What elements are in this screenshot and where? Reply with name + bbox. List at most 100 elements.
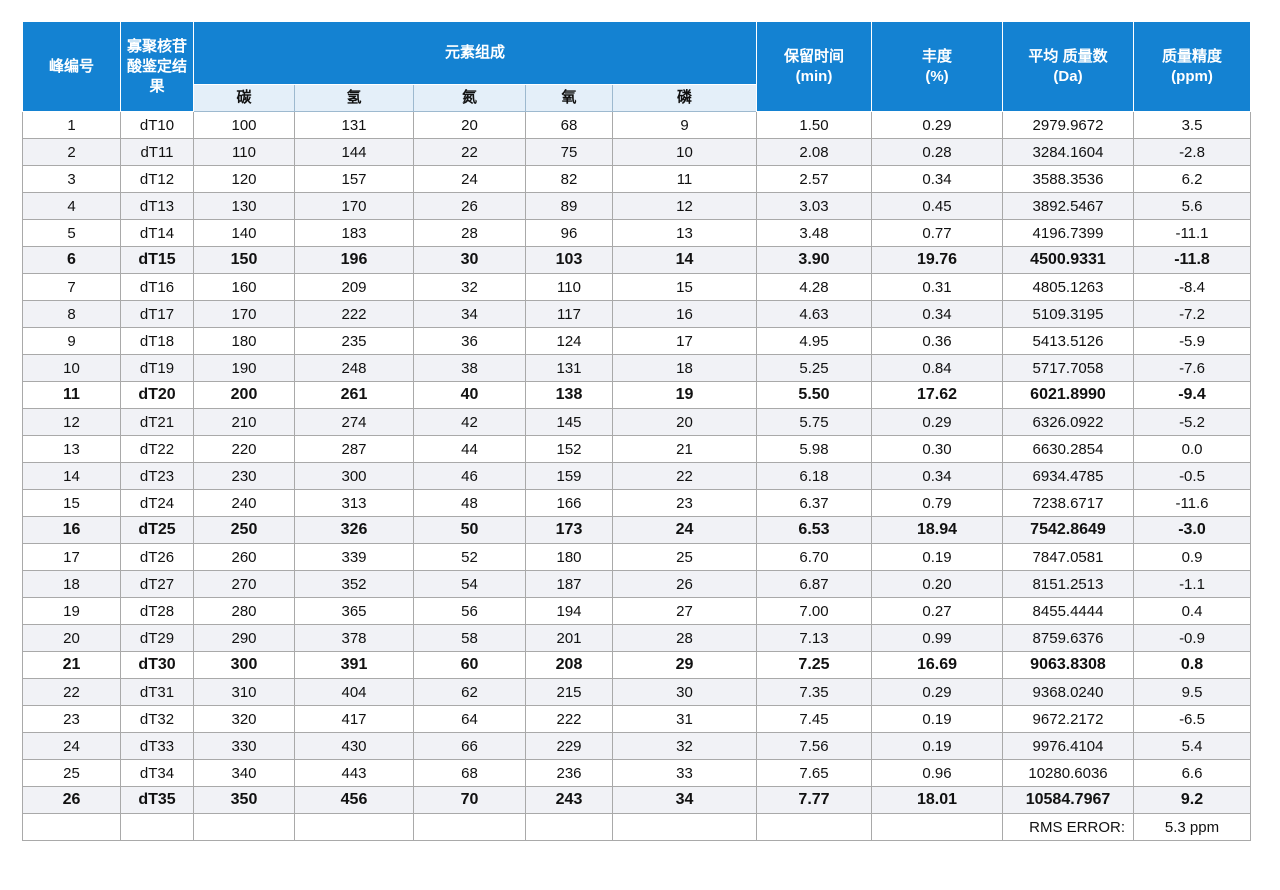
cell-abundance: 0.28 <box>871 138 1003 166</box>
cell-hydrogen: 131 <box>294 111 414 139</box>
cell-hydrogen: 222 <box>294 300 414 328</box>
cell-oligo-id: dT15 <box>120 246 194 274</box>
cell-carbon: 280 <box>193 597 295 625</box>
empty-cell <box>756 813 872 841</box>
cell-retention-time: 7.77 <box>756 786 872 814</box>
cell-carbon: 170 <box>193 300 295 328</box>
cell-average-mass: 6021.8990 <box>1002 381 1134 409</box>
cell-average-mass: 5109.3195 <box>1002 300 1134 328</box>
cell-oligo-id: dT27 <box>120 570 194 598</box>
cell-peak-number: 18 <box>22 570 121 598</box>
cell-phosphorus: 11 <box>612 165 757 193</box>
cell-hydrogen: 430 <box>294 732 414 760</box>
cell-mass-accuracy: 0.4 <box>1133 597 1251 625</box>
cell-peak-number: 11 <box>22 381 121 409</box>
cell-retention-time: 7.35 <box>756 678 872 706</box>
cell-average-mass: 9976.4104 <box>1002 732 1134 760</box>
cell-oligo-id: dT35 <box>120 786 194 814</box>
cell-mass-accuracy: 0.9 <box>1133 543 1251 571</box>
cell-carbon: 340 <box>193 759 295 787</box>
cell-oligo-id: dT28 <box>120 597 194 625</box>
cell-abundance: 18.01 <box>871 786 1003 814</box>
cell-average-mass: 5717.7058 <box>1002 354 1134 382</box>
cell-abundance: 0.36 <box>871 327 1003 355</box>
cell-abundance: 0.84 <box>871 354 1003 382</box>
cell-abundance: 0.45 <box>871 192 1003 220</box>
cell-nitrogen: 68 <box>413 759 526 787</box>
cell-oxygen: 96 <box>525 219 613 247</box>
cell-carbon: 260 <box>193 543 295 571</box>
cell-phosphorus: 33 <box>612 759 757 787</box>
results-table-container: 峰编号 寡聚核苷酸鉴定结果 元素组成 保留时间 (min) 丰度 (%) 平均 … <box>22 21 1251 841</box>
cell-oligo-id: dT22 <box>120 435 194 463</box>
cell-average-mass: 7847.0581 <box>1002 543 1134 571</box>
cell-average-mass: 4500.9331 <box>1002 246 1134 274</box>
cell-retention-time: 2.57 <box>756 165 872 193</box>
cell-retention-time: 7.25 <box>756 651 872 679</box>
cell-carbon: 180 <box>193 327 295 355</box>
rms-error-row: RMS ERROR: 5.3 ppm <box>22 813 1251 841</box>
cell-carbon: 200 <box>193 381 295 409</box>
cell-hydrogen: 378 <box>294 624 414 652</box>
cell-retention-time: 6.70 <box>756 543 872 571</box>
cell-oxygen: 180 <box>525 543 613 571</box>
cell-nitrogen: 32 <box>413 273 526 301</box>
cell-carbon: 350 <box>193 786 295 814</box>
cell-peak-number: 5 <box>22 219 121 247</box>
cell-mass-accuracy: -5.9 <box>1133 327 1251 355</box>
cell-retention-time: 5.98 <box>756 435 872 463</box>
cell-oxygen: 201 <box>525 624 613 652</box>
cell-retention-time: 3.90 <box>756 246 872 274</box>
cell-carbon: 140 <box>193 219 295 247</box>
cell-mass-accuracy: -11.6 <box>1133 489 1251 517</box>
table-row: 26 dT35 350 456 70 243 34 7.77 18.01 10584.7967 9.… <box>22 786 1251 814</box>
cell-oxygen: 117 <box>525 300 613 328</box>
cell-retention-time: 7.00 <box>756 597 872 625</box>
cell-carbon: 290 <box>193 624 295 652</box>
cell-oligo-id: dT30 <box>120 651 194 679</box>
cell-oligo-id: dT10 <box>120 111 194 139</box>
cell-hydrogen: 157 <box>294 165 414 193</box>
cell-mass-accuracy: 9.2 <box>1133 786 1251 814</box>
cell-mass-accuracy: -7.6 <box>1133 354 1251 382</box>
cell-retention-time: 5.75 <box>756 408 872 436</box>
cell-nitrogen: 58 <box>413 624 526 652</box>
empty-cell <box>612 813 757 841</box>
cell-oxygen: 138 <box>525 381 613 409</box>
cell-nitrogen: 52 <box>413 543 526 571</box>
cell-oligo-id: dT23 <box>120 462 194 490</box>
cell-abundance: 0.34 <box>871 300 1003 328</box>
oligonucleotide-results-table: 峰编号 寡聚核苷酸鉴定结果 元素组成 保留时间 (min) 丰度 (%) 平均 … <box>22 21 1251 841</box>
cell-peak-number: 16 <box>22 516 121 544</box>
cell-peak-number: 10 <box>22 354 121 382</box>
cell-oxygen: 75 <box>525 138 613 166</box>
cell-oligo-id: dT31 <box>120 678 194 706</box>
cell-abundance: 0.79 <box>871 489 1003 517</box>
cell-carbon: 190 <box>193 354 295 382</box>
cell-nitrogen: 46 <box>413 462 526 490</box>
cell-nitrogen: 48 <box>413 489 526 517</box>
table-row: 23 dT32 320 417 64 222 31 7.45 0.19 9672.2172 -6.5 <box>22 705 1251 733</box>
cell-mass-accuracy: 6.6 <box>1133 759 1251 787</box>
cell-carbon: 250 <box>193 516 295 544</box>
table-row: 16 dT25 250 326 50 173 24 6.53 18.94 7542.8649 -3.… <box>22 516 1251 544</box>
cell-retention-time: 7.56 <box>756 732 872 760</box>
table-row: 11 dT20 200 261 40 138 19 5.50 17.62 6021.8990 -9.… <box>22 381 1251 409</box>
cell-abundance: 17.62 <box>871 381 1003 409</box>
header-average-mass: 平均 质量数(Da) <box>1002 21 1134 112</box>
cell-average-mass: 7238.6717 <box>1002 489 1134 517</box>
cell-phosphorus: 13 <box>612 219 757 247</box>
cell-retention-time: 6.53 <box>756 516 872 544</box>
cell-nitrogen: 26 <box>413 192 526 220</box>
cell-oxygen: 215 <box>525 678 613 706</box>
cell-hydrogen: 339 <box>294 543 414 571</box>
cell-oxygen: 229 <box>525 732 613 760</box>
table-row: 5 dT14 140 183 28 96 13 3.48 0.77 4196.7399 -11.1 <box>22 219 1251 247</box>
cell-carbon: 210 <box>193 408 295 436</box>
cell-oxygen: 187 <box>525 570 613 598</box>
cell-phosphorus: 24 <box>612 516 757 544</box>
header-elemental-composition: 元素组成 <box>193 21 757 85</box>
cell-hydrogen: 209 <box>294 273 414 301</box>
cell-oxygen: 110 <box>525 273 613 301</box>
cell-phosphorus: 31 <box>612 705 757 733</box>
